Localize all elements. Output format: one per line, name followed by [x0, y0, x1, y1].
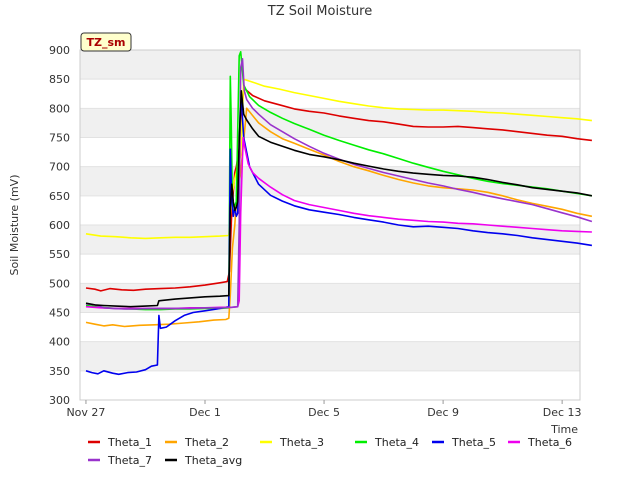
- series-lines: [85, 50, 593, 376]
- y-tick-label: 700: [49, 161, 70, 174]
- x-tick-label: Dec 13: [543, 406, 582, 419]
- background-band: [80, 341, 580, 371]
- badge-label: TZ_sm: [87, 36, 126, 49]
- x-tick-label: Dec 9: [427, 406, 459, 419]
- y-tick-label: 400: [49, 336, 70, 349]
- legend-label-theta-4: Theta_4: [374, 436, 419, 449]
- x-axis-title: Time: [550, 423, 578, 436]
- y-tick-label: 600: [49, 219, 70, 232]
- background-band: [80, 50, 580, 80]
- series-line-theta-3: [85, 78, 592, 240]
- x-tick-label: Dec 1: [189, 406, 221, 419]
- y-tick-label: 500: [49, 277, 70, 290]
- background-bands: [80, 50, 580, 371]
- badge-box: [80, 32, 132, 52]
- legend: Theta_1 Theta_2 Theta_3 Theta_4 Theta_5 Theta…: [88, 436, 572, 467]
- legend-label-theta-2: Theta_2: [184, 436, 229, 449]
- y-tick-label: 900: [49, 44, 70, 57]
- legend-label-theta-7: Theta_7: [107, 454, 152, 467]
- x-tick-label: Nov 27: [66, 406, 105, 419]
- y-tick-label: 350: [49, 365, 70, 378]
- y-tick-label: 550: [49, 248, 70, 261]
- series-line-theta-avg: [85, 90, 593, 308]
- y-tick-label: 800: [49, 102, 70, 115]
- x-tick-label: Dec 5: [308, 406, 340, 419]
- y-tick-label: 300: [49, 394, 70, 407]
- y-tick-label: 450: [49, 307, 70, 320]
- background-band: [80, 225, 580, 255]
- series-line-theta-6: [85, 136, 592, 310]
- y-tick-label: 850: [49, 73, 70, 86]
- y-axis-title: Soil Moisture (mV): [8, 175, 21, 276]
- y-tick-label: 750: [49, 132, 70, 145]
- legend-label-theta-3: Theta_3: [279, 436, 324, 449]
- legend-label-theta-6: Theta_6: [527, 436, 572, 449]
- background-band: [80, 166, 580, 196]
- plot-area-frame: [79, 49, 581, 401]
- legend-label-theta-avg: Theta_avg: [184, 454, 242, 467]
- series-line-theta-1: [85, 87, 592, 292]
- series-line-theta-7: [85, 57, 593, 310]
- legend-label-theta-1: Theta_1: [107, 436, 152, 449]
- y-axis-ticks: 300 350 400 450 500 550 600 650 700 750 800 850 900: [49, 44, 70, 407]
- chart-title: TZ Soil Moisture: [267, 4, 373, 19]
- x-axis-ticks: Nov 27 Dec 1 Dec 5 Dec 9 Dec 13: [66, 400, 582, 419]
- y-tick-label: 650: [49, 190, 70, 203]
- tz-sm-badge: TZ_sm: [80, 32, 132, 52]
- legend-label-theta-5: Theta_5: [451, 436, 496, 449]
